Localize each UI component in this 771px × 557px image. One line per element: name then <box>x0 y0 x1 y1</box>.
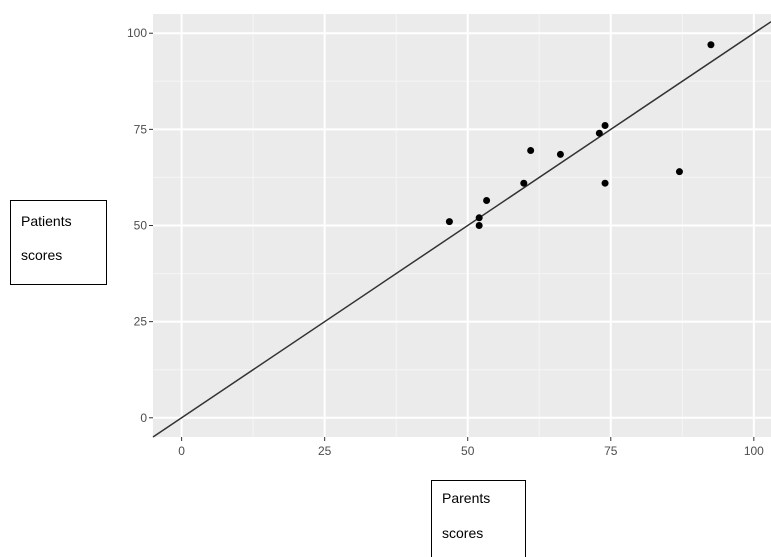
data-point <box>675 168 683 176</box>
data-point <box>483 197 491 205</box>
data-point <box>707 41 715 49</box>
y-tick-label: 75 <box>134 122 148 136</box>
reference-line <box>152 21 771 438</box>
x-axis: 0 25 50 75 100 <box>178 437 764 458</box>
x-tick-label: 0 <box>178 444 185 458</box>
y-axis: 0 25 50 75 100 <box>127 26 153 425</box>
y-tick-label: 100 <box>127 26 147 40</box>
y-tick-label: 25 <box>134 315 148 329</box>
y-axis-label-box: Patients scores <box>10 200 107 285</box>
data-point <box>475 214 483 222</box>
data-point <box>520 179 528 187</box>
data-point <box>601 179 609 187</box>
data-point <box>601 122 609 130</box>
x-axis-label-box: Parents scores <box>431 480 526 557</box>
x-axis-label-line-2: scores <box>442 525 484 541</box>
y-tick-label: 50 <box>134 219 148 233</box>
x-tick-label: 75 <box>604 444 618 458</box>
x-tick-label: 50 <box>461 444 475 458</box>
x-tick-label: 100 <box>744 444 764 458</box>
data-point <box>527 147 535 155</box>
data-point <box>445 218 453 226</box>
x-tick-label: 25 <box>318 444 332 458</box>
x-axis-label-line-1: Parents <box>442 490 491 506</box>
data-points <box>445 41 715 229</box>
data-point <box>475 222 483 229</box>
y-tick-label: 0 <box>140 411 147 425</box>
y-axis-label-line-1: Patients <box>21 213 72 229</box>
data-point <box>556 150 564 158</box>
y-axis-label-line-2: scores <box>21 247 63 263</box>
data-point <box>595 129 603 137</box>
